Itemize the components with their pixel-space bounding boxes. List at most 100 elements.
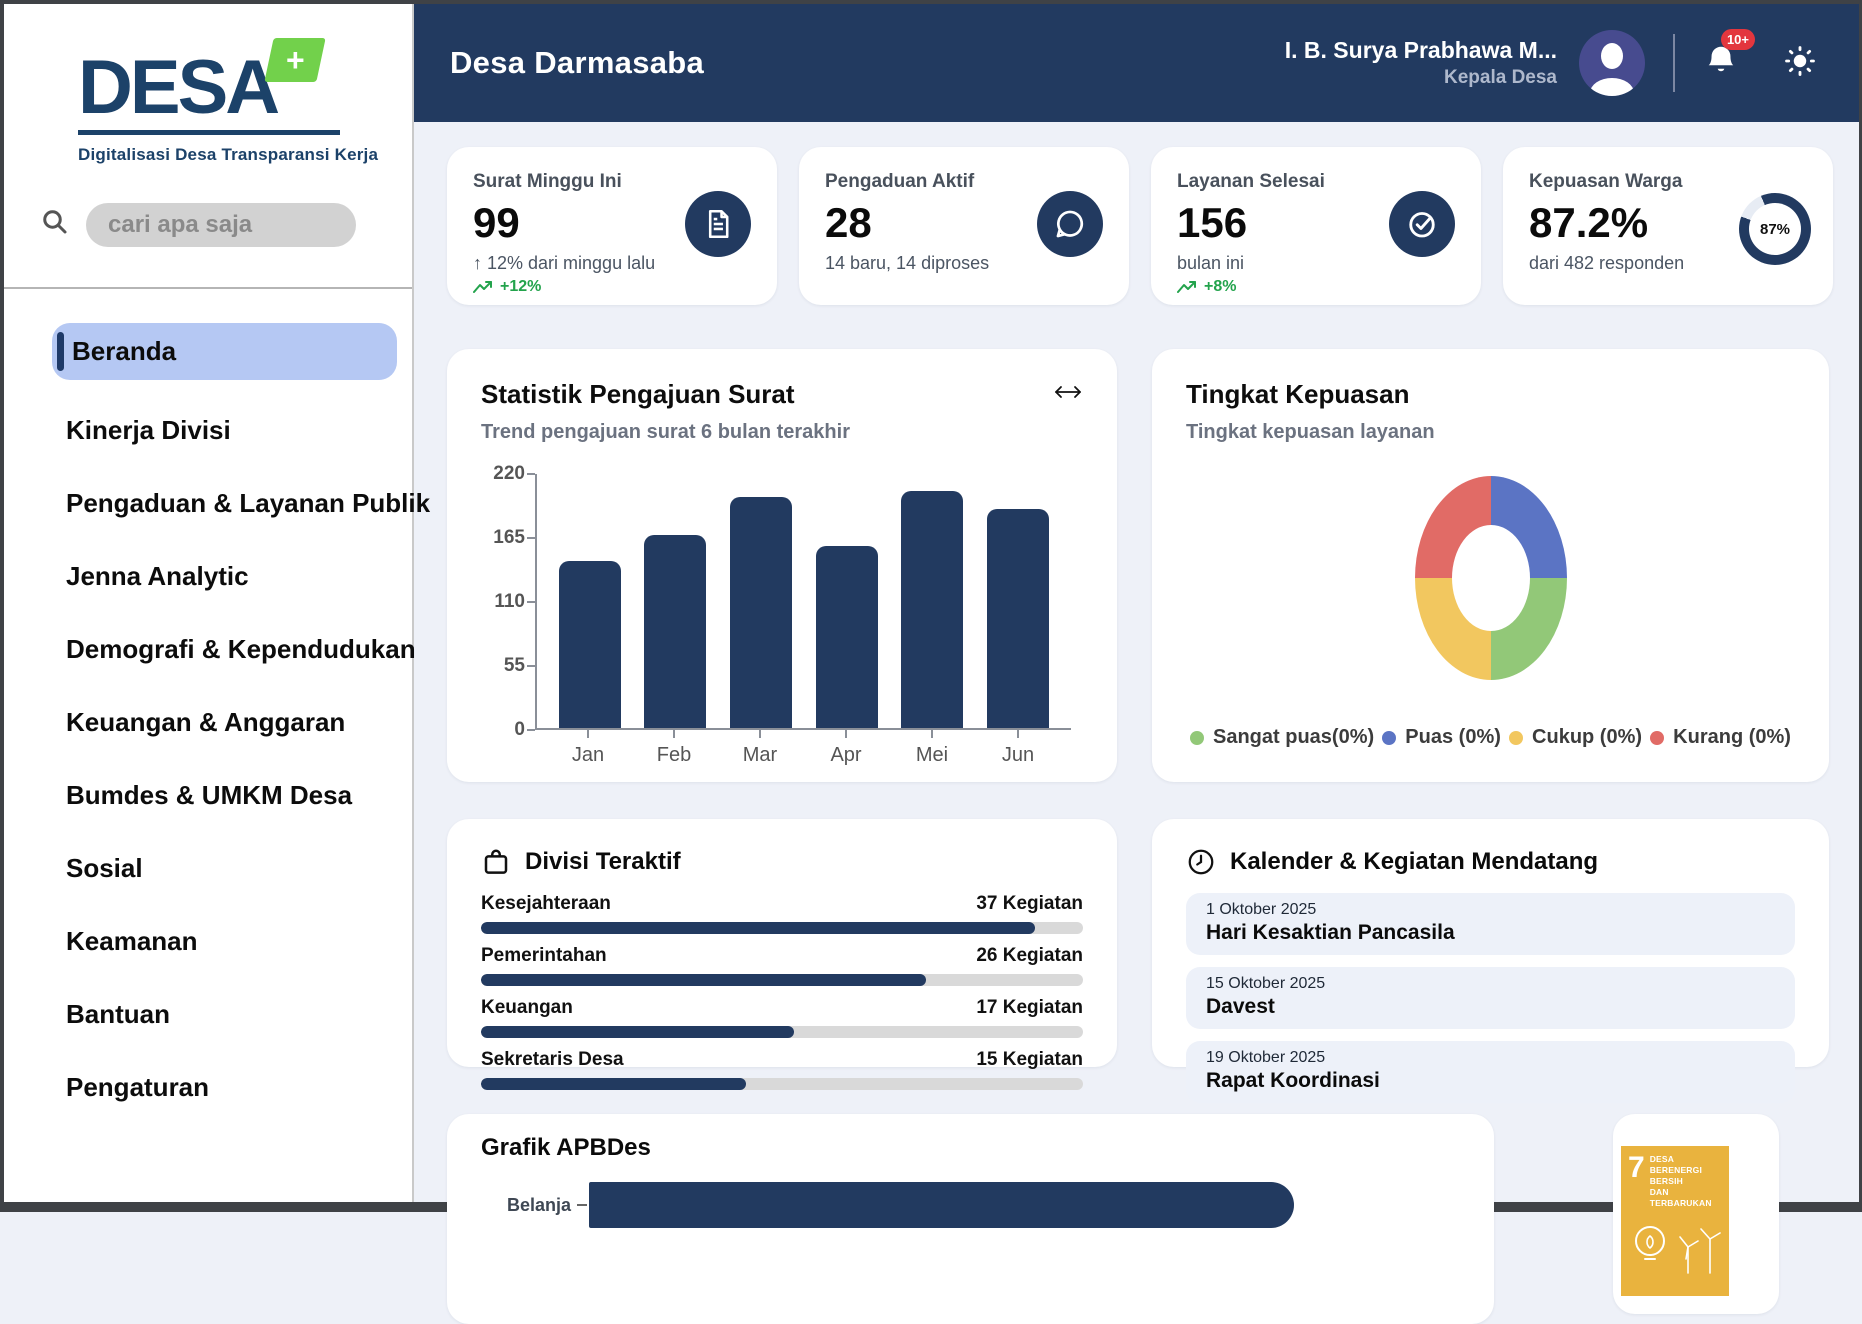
panel-kalender: Kalender & Kegiatan Mendatang 1 Oktober …	[1152, 819, 1829, 1103]
stat-value: 156	[1177, 199, 1248, 246]
y-tick-mark	[527, 665, 535, 667]
logo: DESA + Digitalisasi Desa Transparansi Ke…	[4, 4, 412, 165]
stat-label: Surat Minggu Ini	[473, 171, 622, 192]
avatar[interactable]	[1579, 30, 1645, 96]
user-menu[interactable]: I. B. Surya Prabhawa M... Kepala Desa	[1285, 37, 1557, 89]
division-count: 17 Kegiatan	[976, 997, 1083, 1018]
panel-title: Grafik APBDes	[481, 1134, 651, 1161]
sidebar-divider	[4, 286, 412, 289]
progress-fill	[481, 1026, 795, 1038]
division-list: Kesejahteraan 37 Kegiatan Pemerintahan 26 K…	[481, 893, 1083, 1090]
legend-dot	[1190, 730, 1204, 745]
stat-value: 87.2%	[1529, 199, 1649, 246]
sidebar-item-pengaduan-layanan-publik[interactable]: Pengaduan & Layanan Publik	[4, 480, 430, 526]
sidebar-item-sosial[interactable]: Sosial	[4, 845, 412, 891]
sidebar-item-label: Jenna Analytic	[66, 560, 249, 591]
search-input[interactable]	[86, 202, 356, 247]
apbdes-bar-label: Belanja	[506, 1194, 571, 1215]
y-tick-label: 0	[514, 719, 525, 740]
stat-label: Pengaduan Aktif	[825, 171, 975, 192]
sidebar-item-label: Pengaduan & Layanan Publik	[66, 487, 431, 518]
progress-track	[481, 1026, 1083, 1038]
bar-jan	[558, 560, 621, 728]
bell-icon	[1708, 46, 1734, 71]
topbar: Desa Darmasaba I. B. Surya Prabhawa M...…	[414, 4, 1859, 122]
progress-ring-label: 87%	[1749, 203, 1801, 255]
clean-energy-icon	[1628, 1217, 1722, 1280]
trend-up-icon	[1177, 280, 1196, 293]
expand-chart-button[interactable]	[1051, 381, 1085, 408]
sidebar-item-jenna-analytic[interactable]: Jenna Analytic	[4, 553, 412, 599]
sidebar-item-keuangan-anggaran[interactable]: Keuangan & Anggaran	[4, 699, 412, 745]
bar-apr	[815, 545, 878, 728]
event-item-rapat-koordinasi: 19 Oktober 2025 Rapat Koordinasi	[1186, 1041, 1795, 1103]
legend-dot	[1382, 730, 1397, 745]
y-tick-label: 55	[503, 655, 525, 676]
briefcase-icon	[484, 849, 508, 874]
event-date: 1 Oktober 2025	[1206, 901, 1317, 918]
bar-mar	[730, 497, 793, 728]
stat-sub: 14 baru, 14 diproses	[825, 253, 990, 273]
legend-item-sangat-puas-0: Sangat puas(0%)	[1190, 726, 1374, 749]
progress-track	[481, 1078, 1083, 1090]
sidebar-item-label: Keuangan & Anggaran	[66, 706, 346, 737]
division-row-pemerintahan: Pemerintahan 26 Kegiatan	[481, 945, 1083, 986]
progress-fill	[481, 922, 1035, 934]
stat-value: 28	[825, 199, 872, 246]
header-divider	[1673, 34, 1675, 92]
progress-track	[481, 974, 1083, 986]
x-tick-label: Jun	[987, 730, 1049, 767]
logo-text: DESA	[78, 45, 280, 130]
y-tick-label: 110	[494, 591, 525, 612]
sidebar-item-kinerja-divisi[interactable]: Kinerja Divisi	[4, 407, 412, 453]
y-tick-mark	[527, 729, 535, 731]
main-area: Desa Darmasaba I. B. Surya Prabhawa M...…	[414, 4, 1859, 1324]
panel-title: Tingkat Kepuasan	[1186, 379, 1410, 409]
legend-dot	[1509, 730, 1524, 745]
stat-label: Kepuasan Warga	[1529, 171, 1683, 192]
progress-track	[481, 922, 1083, 934]
dashboard-content: Surat Minggu Ini 99 ↑ 12% dari minggu la…	[414, 122, 1859, 1324]
sidebar-item-bumdes-umkm-desa[interactable]: Bumdes & UMKM Desa	[4, 772, 412, 818]
page-title: Desa Darmasaba	[450, 45, 705, 80]
stat-label: Layanan Selesai	[1177, 171, 1325, 192]
stat-value: 99	[473, 199, 520, 246]
sidebar-item-label: Bantuan	[66, 998, 170, 1029]
bar-mei	[901, 491, 964, 728]
bar-chart-plot	[535, 474, 1071, 730]
event-title: Hari Kesaktian Pancasila	[1206, 921, 1455, 944]
sidebar-item-pengaturan[interactable]: Pengaturan	[4, 1064, 412, 1110]
division-row-keuangan: Keuangan 17 Kegiatan	[481, 997, 1083, 1038]
panel-title: Divisi Teraktif	[525, 848, 681, 875]
bar-jun	[987, 508, 1050, 728]
sidebar: DESA + Digitalisasi Desa Transparansi Ke…	[4, 4, 430, 1202]
division-count: 15 Kegiatan	[976, 1049, 1083, 1070]
notifications-button[interactable]: 10+	[1703, 28, 1755, 84]
stats-row: Surat Minggu Ini 99 ↑ 12% dari minggu la…	[447, 147, 1833, 305]
x-tick-label: Mar	[729, 730, 791, 767]
charts-row: Statistik Pengajuan Surat Trend pengajua…	[447, 349, 1833, 782]
legend-dot	[1650, 730, 1665, 745]
progress-fill	[481, 1078, 746, 1090]
stat-trend: +8%	[1177, 278, 1455, 296]
person-icon	[1601, 43, 1623, 69]
y-tick-mark	[527, 601, 535, 603]
user-name: I. B. Surya Prabhawa M...	[1284, 37, 1557, 63]
progress-ring: 87%	[1739, 193, 1811, 265]
division-count: 37 Kegiatan	[976, 893, 1083, 914]
check-circle-icon	[1389, 191, 1455, 257]
sidebar-item-demografi-kependudukan[interactable]: Demografi & Kependudukan	[4, 626, 416, 672]
theme-toggle-button[interactable]	[1783, 44, 1817, 83]
event-list: 1 Oktober 2025 Hari Kesaktian Pancasila 15…	[1186, 893, 1795, 1103]
sidebar-item-label: Demografi & Kependudukan	[66, 633, 416, 664]
x-tick-label: Apr	[815, 730, 877, 767]
panel-subtitle: Tingkat kepuasan layanan	[1186, 421, 1435, 443]
sdg-card: 7 DESA BERENERGI BERSIH DAN TERBARUKAN	[1613, 1114, 1779, 1314]
sidebar-item-bantuan[interactable]: Bantuan	[4, 991, 412, 1037]
sidebar-item-beranda[interactable]: Beranda	[52, 322, 397, 380]
stat-card-surat: Surat Minggu Ini 99 ↑ 12% dari minggu la…	[447, 147, 777, 305]
user-role: Kepala Desa	[1443, 67, 1557, 88]
sidebar-item-keamanan[interactable]: Keamanan	[4, 918, 412, 964]
sidebar-item-label: Bumdes & UMKM Desa	[66, 779, 353, 810]
stat-sub: bulan ini	[1177, 253, 1245, 273]
